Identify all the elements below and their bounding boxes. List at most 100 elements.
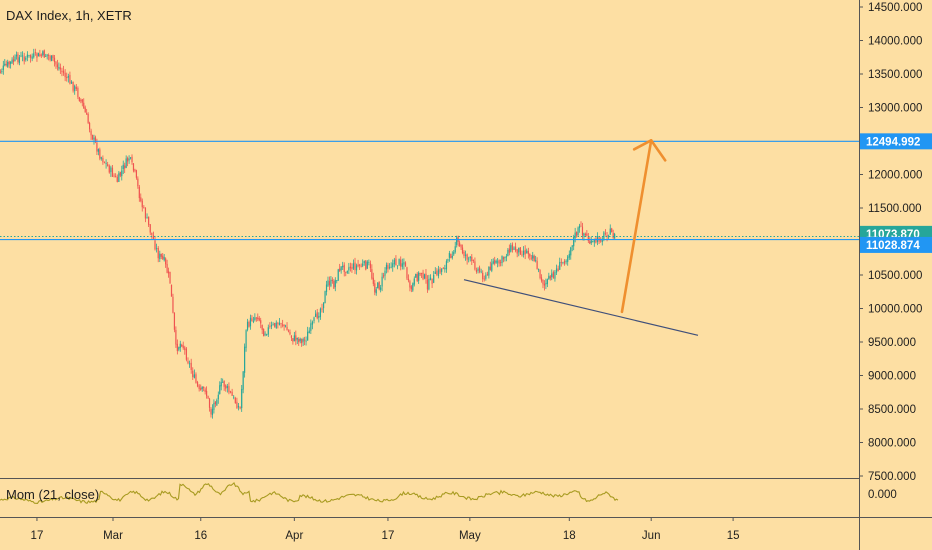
candle-body [310,323,312,331]
candle-body [141,200,143,208]
candle-body [393,259,395,265]
candle-body [113,175,115,177]
candle-body [5,63,7,66]
candle-body [551,273,553,278]
time-tick-label: May [459,530,481,542]
candle-body [398,259,400,265]
candle-body [69,75,71,84]
candle-body [237,405,240,408]
candle-body [55,61,57,65]
candle-body [132,163,135,171]
candle-body [359,264,361,266]
candle-body [266,334,268,335]
candle-body [201,386,203,389]
candle-body [324,291,326,304]
candle-body [482,272,484,280]
candle-body [77,88,79,98]
candle-body [210,408,212,415]
candle-body [283,324,285,327]
candle-body [576,231,578,236]
time-tick-label: 17 [31,530,44,542]
candle-body [204,389,206,392]
time-tick-label: 16 [194,530,207,542]
candle-body [521,254,523,256]
candle-body [275,322,277,329]
price-tick-label: 10000.000 [868,304,922,316]
candle-body [223,380,225,387]
candle-body [552,272,554,278]
candle-body [445,261,448,270]
candle-body [437,269,440,277]
candle-body [533,255,535,262]
candle-body [213,403,215,410]
candle-body [565,260,567,263]
candle-body [216,399,218,406]
price-tick-label: 8000.000 [868,438,916,450]
candle-body [12,59,15,62]
candle-body [315,313,317,317]
candle-body [589,241,591,244]
candle-body [149,224,151,233]
candle-body [497,261,499,263]
candle-body [280,323,282,324]
candle-body [97,149,99,152]
candle-body [395,258,397,266]
candle-body [557,268,559,272]
candle-body [368,262,370,263]
candle-body [192,370,194,377]
candle-body [573,236,575,247]
candle-body [530,257,532,259]
candle-body [363,261,365,264]
candle-body [175,329,177,345]
candle-body [148,216,150,225]
candle-body [176,343,178,352]
candle-body [508,248,510,253]
candle-body [301,339,303,344]
candle-body [116,176,118,182]
candle-body [89,122,91,130]
candle-body [115,176,117,177]
candles [0,48,616,419]
time-axis[interactable]: 17 Mar 16 Apr 17 May 18 Jun 15 [31,517,740,542]
candle-body [25,57,27,60]
candle-body [206,390,208,396]
candle-body [614,233,616,239]
candle-body [7,61,9,67]
candle-body [387,265,389,269]
candle-body [193,374,195,378]
candle-body [456,237,458,245]
candle-body [48,55,50,56]
candle-body [84,107,86,113]
candle-body [604,233,607,235]
candle-body [10,61,12,64]
price-tick-label: 9500.000 [868,337,916,349]
candle-body [542,279,544,285]
candle-body [422,272,424,280]
candle-body [451,255,453,258]
candle-body [21,55,24,57]
candle-body [385,264,388,270]
candle-body [67,76,69,78]
candle-body [100,157,102,159]
candle-body [286,326,288,331]
candle-body [349,266,351,269]
momentum-indicator [0,481,619,504]
candle-body [264,333,266,335]
candle-body [242,371,244,390]
candle-body [228,386,230,393]
price-tick-label: 11500.000 [868,203,922,215]
candle-body [295,335,297,341]
candle-body [469,256,471,259]
candle-body [31,56,33,59]
price-axis[interactable]: 14500.00014000.00013500.00013000.0001250… [859,2,922,501]
candle-body [226,386,228,389]
candle-body [53,57,56,62]
candle-body [337,269,339,281]
candle-body [609,228,611,235]
candle-body [601,238,603,243]
candle-body [381,276,383,287]
candle-body [426,279,429,290]
candle-body [612,233,614,239]
candle-body [485,274,487,279]
candle-body [163,257,165,261]
